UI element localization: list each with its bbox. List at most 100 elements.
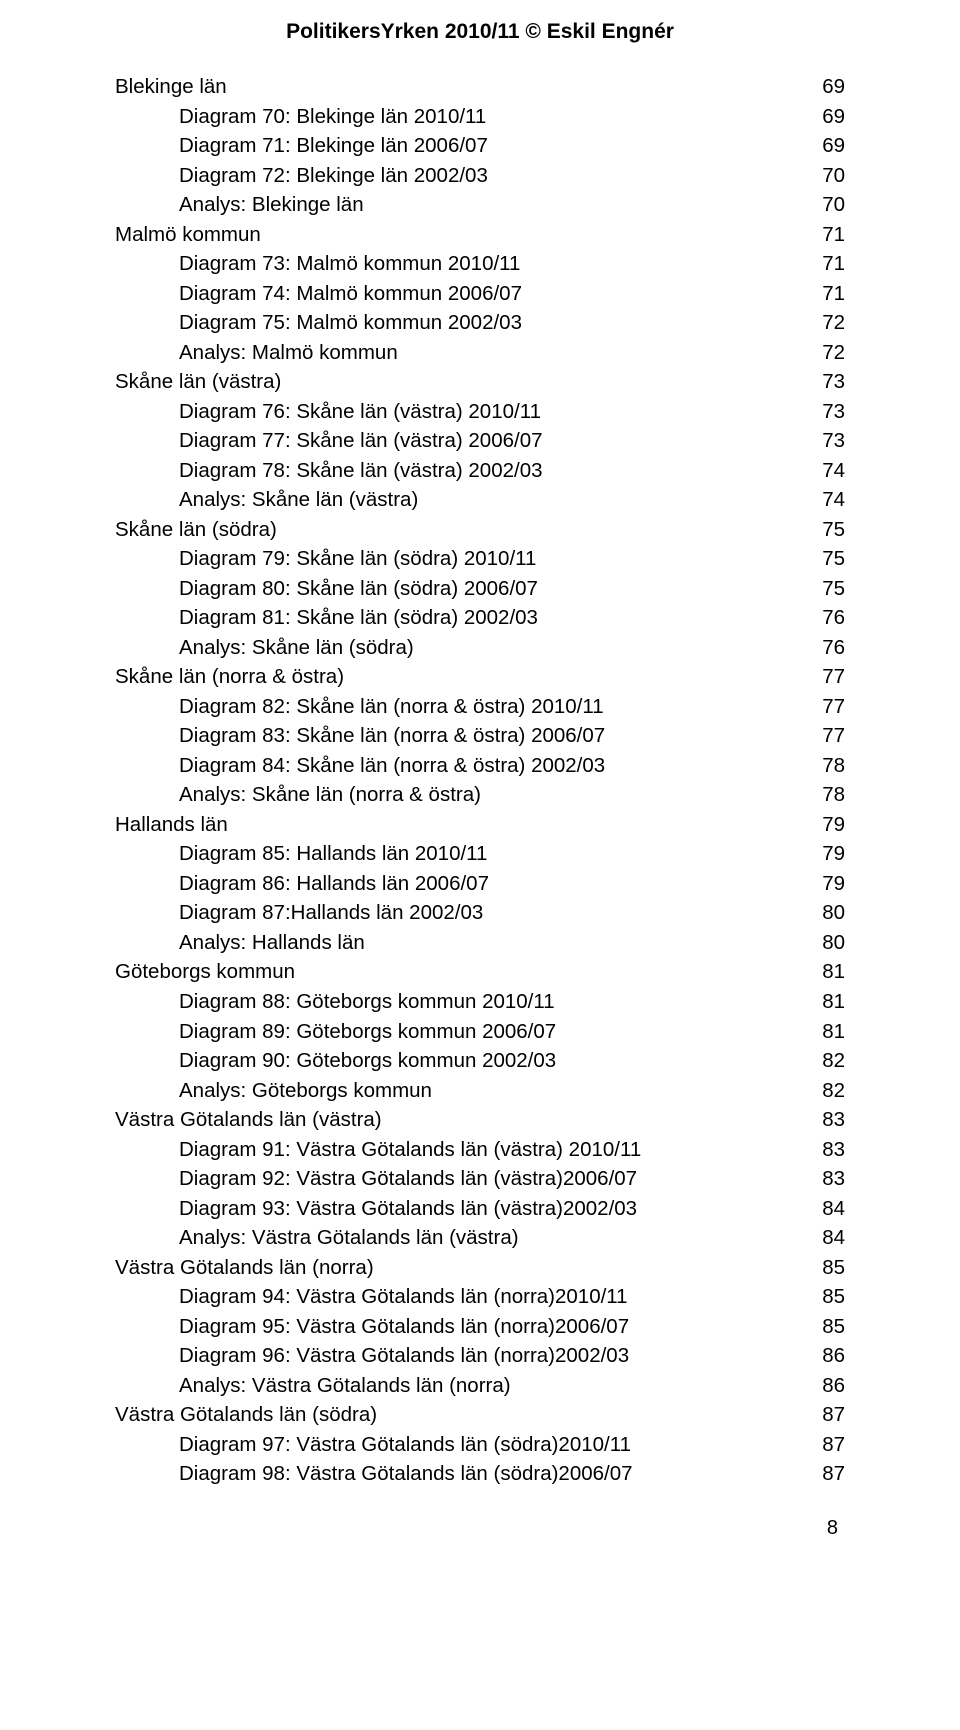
toc-label: Diagram 82: Skåne län (norra & östra) 20… [115,692,604,722]
toc-page-number: 81 [815,1017,845,1047]
toc-label: Skåne län (norra & östra) [115,662,344,692]
toc-entry: Analys: Blekinge län70 [115,190,845,220]
toc-entry: Diagram 92: Västra Götalands län (västra… [115,1164,845,1194]
page-header: PolitikersYrken 2010/11 © Eskil Engnér [0,20,960,44]
toc-entry: Analys: Skåne län (södra)76 [115,633,845,663]
toc-page-number: 80 [815,898,845,928]
toc-label: Diagram 96: Västra Götalands län (norra)… [115,1341,629,1371]
toc-section: Skåne län (västra) 73 [115,367,845,397]
toc-entry: Diagram 84: Skåne län (norra & östra) 20… [115,751,845,781]
toc-label: Analys: Skåne län (södra) [115,633,414,663]
toc-label: Analys: Västra Götalands län (västra) [115,1223,519,1253]
toc-page-number: 87 [815,1400,845,1430]
toc-label: Analys: Skåne län (västra) [115,485,418,515]
toc-page-number: 70 [815,161,845,191]
toc-label: Diagram 77: Skåne län (västra) 2006/07 [115,426,543,456]
toc-entry: Diagram 78: Skåne län (västra) 2002/03 74 [115,456,845,486]
toc-entry: Diagram 86: Hallands län 2006/07 79 [115,869,845,899]
toc-label: Diagram 72: Blekinge län 2002/03 [115,161,488,191]
toc-page-number: 73 [815,367,845,397]
toc-page-number: 85 [815,1253,845,1283]
toc-page-number: 78 [815,751,845,781]
toc-label: Västra Götalands län (norra) [115,1253,374,1283]
toc-page-number: 85 [815,1312,845,1342]
toc-entry: Diagram 95: Västra Götalands län (norra)… [115,1312,845,1342]
toc-entry: Diagram 81: Skåne län (södra) 2002/0376 [115,603,845,633]
toc-page-number: 77 [815,692,845,722]
toc-entry: Diagram 80: Skåne län (södra) 2006/07 75 [115,574,845,604]
toc-label: Diagram 83: Skåne län (norra & östra) 20… [115,721,605,751]
toc-page-number: 69 [815,131,845,161]
toc-label: Diagram 89: Göteborgs kommun 2006/07 [115,1017,556,1047]
toc-page-number: 74 [815,456,845,486]
toc-page-number: 79 [815,810,845,840]
toc-page-number: 84 [815,1223,845,1253]
toc-entry: Diagram 90: Göteborgs kommun 2002/0382 [115,1046,845,1076]
toc-label: Diagram 91: Västra Götalands län (västra… [115,1135,641,1165]
toc-entry: Diagram 73: Malmö kommun 2010/11 71 [115,249,845,279]
toc-label: Diagram 92: Västra Götalands län (västra… [115,1164,637,1194]
toc-page-number: 86 [815,1341,845,1371]
toc-page-number: 75 [815,544,845,574]
toc-entry: Diagram 94: Västra Götalands län (norra)… [115,1282,845,1312]
toc-page-number: 75 [815,574,845,604]
toc-label: Blekinge län [115,72,227,102]
toc-entry: Diagram 93: Västra Götalands län (västra… [115,1194,845,1224]
toc-page-number: 77 [815,721,845,751]
toc-label: Diagram 86: Hallands län 2006/07 [115,869,489,899]
toc-section: Blekinge län 69 [115,72,845,102]
toc-label: Diagram 80: Skåne län (södra) 2006/07 [115,574,538,604]
toc-entry: Diagram 75: Malmö kommun 2002/03 72 [115,308,845,338]
toc-label: Göteborgs kommun [115,957,295,987]
toc-entry: Analys: Göteborgs kommun82 [115,1076,845,1106]
toc-page-number: 72 [815,308,845,338]
toc-label: Diagram 87:Hallands län 2002/03 [115,898,483,928]
toc-label: Diagram 84: Skåne län (norra & östra) 20… [115,751,605,781]
toc-section: Västra Götalands län (västra) 83 [115,1105,845,1135]
toc-section: Malmö kommun71 [115,220,845,250]
toc-page-number: 74 [815,485,845,515]
toc-page-number: 73 [815,426,845,456]
toc-entry: Analys: Skåne län (norra & östra)78 [115,780,845,810]
toc-section: Skåne län (södra)75 [115,515,845,545]
toc-entry: Diagram 91: Västra Götalands län (västra… [115,1135,845,1165]
toc-label: Diagram 74: Malmö kommun 2006/07 [115,279,522,309]
toc-label: Västra Götalands län (södra) [115,1400,377,1430]
toc-entry: Analys: Västra Götalands län (västra) 84 [115,1223,845,1253]
toc-entry: Diagram 85: Hallands län 2010/11 79 [115,839,845,869]
toc-page-number: 79 [815,839,845,869]
toc-entry: Diagram 70: Blekinge län 2010/1169 [115,102,845,132]
toc-label: Diagram 71: Blekinge län 2006/07 [115,131,488,161]
toc-label: Diagram 75: Malmö kommun 2002/03 [115,308,522,338]
toc-entry: Diagram 83: Skåne län (norra & östra) 20… [115,721,845,751]
toc-entry: Diagram 89: Göteborgs kommun 2006/07 81 [115,1017,845,1047]
toc-page-number: 86 [815,1371,845,1401]
toc-label: Diagram 85: Hallands län 2010/11 [115,839,487,869]
toc-label: Analys: Hallands län [115,928,365,958]
toc-label: Diagram 78: Skåne län (västra) 2002/03 [115,456,543,486]
toc-page-number: 71 [815,249,845,279]
toc-entry: Diagram 82: Skåne län (norra & östra) 20… [115,692,845,722]
toc-label: Analys: Göteborgs kommun [115,1076,432,1106]
toc-page-number: 69 [815,72,845,102]
toc-page-number: 81 [815,987,845,1017]
toc-label: Analys: Skåne län (norra & östra) [115,780,481,810]
toc-section: Västra Götalands län (norra) 85 [115,1253,845,1283]
toc-label: Diagram 97: Västra Götalands län (södra)… [115,1430,631,1460]
toc-page-number: 75 [815,515,845,545]
toc-page-number: 83 [815,1135,845,1165]
toc-label: Västra Götalands län (västra) [115,1105,382,1135]
toc-label: Skåne län (västra) [115,367,281,397]
toc-label: Diagram 81: Skåne län (södra) 2002/03 [115,603,538,633]
toc-label: Diagram 70: Blekinge län 2010/11 [115,102,486,132]
toc-entry: Diagram 71: Blekinge län 2006/07 69 [115,131,845,161]
toc-label: Diagram 90: Göteborgs kommun 2002/03 [115,1046,556,1076]
toc-page-number: 79 [815,869,845,899]
toc-label: Diagram 73: Malmö kommun 2010/11 [115,249,520,279]
toc-label: Diagram 94: Västra Götalands län (norra)… [115,1282,628,1312]
toc-page-number: 83 [815,1105,845,1135]
toc-entry: Diagram 98: Västra Götalands län (södra)… [115,1459,845,1489]
toc-page-number: 87 [815,1430,845,1460]
toc-label: Diagram 76: Skåne län (västra) 2010/11 [115,397,541,427]
document-page: PolitikersYrken 2010/11 © Eskil Engnér B… [0,0,960,1580]
